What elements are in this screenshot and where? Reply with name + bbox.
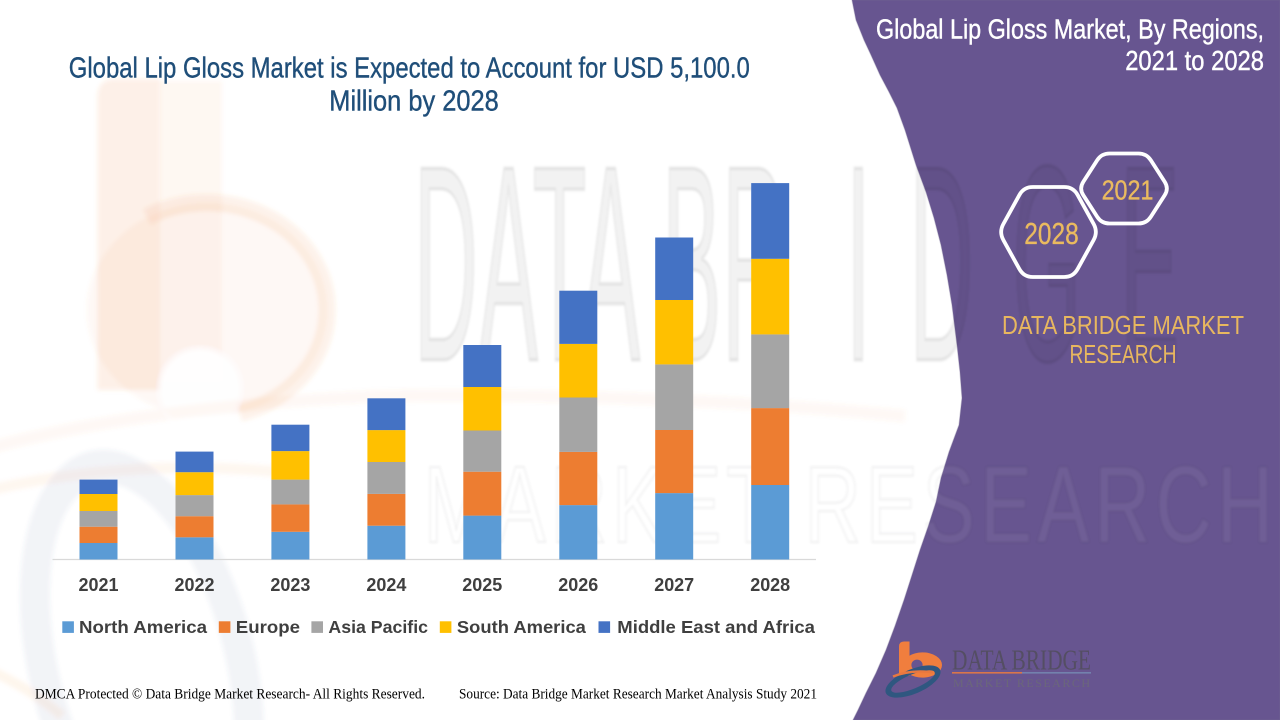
svg-text:Million by 2028: Million by 2028	[329, 85, 498, 117]
svg-text:2028: 2028	[750, 574, 790, 595]
svg-text:2023: 2023	[270, 574, 310, 595]
svg-text:South America: South America	[457, 617, 586, 637]
svg-text:Middle East and Africa: Middle East and Africa	[617, 617, 815, 637]
svg-text:Global Lip Gloss Market, By Re: Global Lip Gloss Market, By Regions,	[876, 14, 1264, 45]
svg-text:Source: Data Bridge Market Res: Source: Data Bridge Market Research Mark…	[459, 687, 817, 703]
svg-text:2026: 2026	[558, 574, 598, 595]
svg-text:Europe: Europe	[236, 617, 300, 637]
svg-text:2028: 2028	[1024, 216, 1078, 251]
svg-text:DATA BRIDGE: DATA BRIDGE	[952, 645, 1091, 677]
svg-text:MARKET RESEARCH: MARKET RESEARCH	[953, 676, 1090, 690]
svg-text:DATA BRIDGE MARKET: DATA BRIDGE MARKET	[1002, 312, 1244, 340]
svg-text:IDGE: IDGE	[846, 108, 1218, 419]
svg-text:North America: North America	[79, 617, 207, 637]
svg-text:Asia Pacific: Asia Pacific	[328, 617, 428, 637]
svg-text:2027: 2027	[654, 574, 694, 595]
svg-text:2021: 2021	[79, 574, 119, 595]
svg-text:Global Lip Gloss Market is Exp: Global Lip Gloss Market is Expected to A…	[69, 53, 750, 85]
svg-text:MARKET RESEARCH: MARKET RESEARCH	[424, 444, 1273, 566]
svg-text:2021: 2021	[1102, 175, 1154, 206]
svg-text:2021 to 2028: 2021 to 2028	[1125, 45, 1264, 76]
svg-text:2022: 2022	[175, 574, 215, 595]
svg-text:RESEARCH: RESEARCH	[1070, 341, 1177, 369]
svg-text:2025: 2025	[462, 574, 502, 595]
svg-text:DMCA Protected © Data Bridge M: DMCA Protected © Data Bridge Market Rese…	[35, 687, 425, 703]
svg-text:2024: 2024	[366, 574, 407, 595]
